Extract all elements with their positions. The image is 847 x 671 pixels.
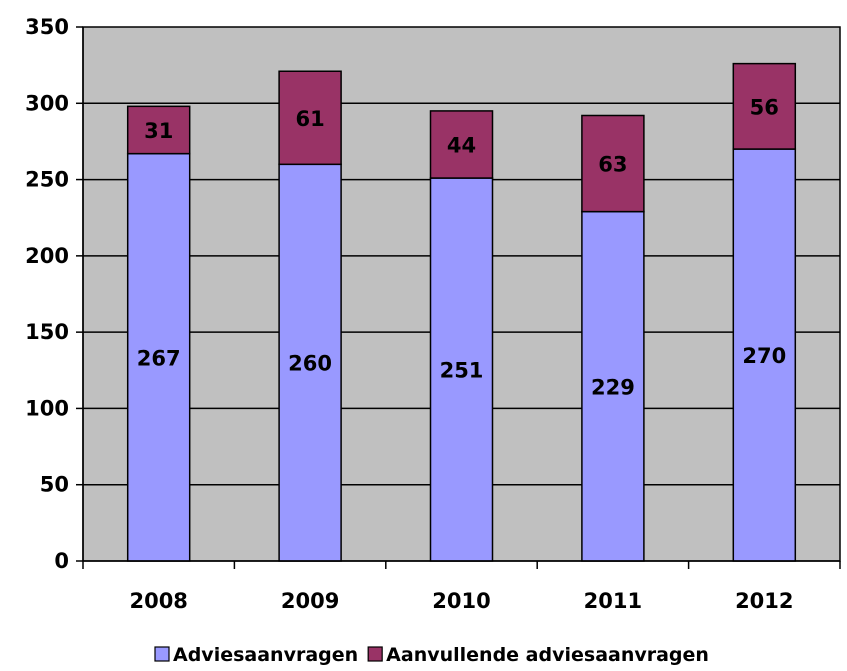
legend: Adviesaanvragen Aanvullende adviesaanvrag… bbox=[154, 644, 709, 666]
x-axis: 2008 2009 2010 2011 2012 bbox=[82, 560, 841, 613]
x-tick-label: 2008 bbox=[129, 589, 187, 613]
legend-swatch bbox=[367, 646, 383, 662]
y-tick-label: 0 bbox=[54, 549, 69, 573]
bars: 267 31 260 61 251 44 229 63 270 56 bbox=[126, 62, 797, 562]
data-label: 44 bbox=[447, 133, 476, 157]
y-tick-label: 250 bbox=[25, 168, 69, 192]
x-tick-label: 2009 bbox=[281, 589, 339, 613]
data-label: 229 bbox=[591, 375, 635, 399]
legend-label: Aanvullende adviesaanvragen bbox=[386, 644, 709, 666]
legend-swatch bbox=[154, 646, 170, 662]
data-label: 270 bbox=[742, 344, 786, 368]
bar-aanvullende bbox=[278, 70, 342, 166]
y-tick-label: 350 bbox=[25, 15, 69, 39]
data-label: 61 bbox=[295, 107, 324, 131]
data-label: 56 bbox=[750, 95, 779, 119]
data-label: 260 bbox=[288, 352, 332, 376]
data-label: 31 bbox=[144, 119, 173, 143]
y-tick-label: 50 bbox=[40, 473, 69, 497]
bar-adviesaanvragen bbox=[732, 148, 797, 562]
y-tick-label: 200 bbox=[25, 244, 69, 268]
bar-adviesaanvragen bbox=[581, 210, 645, 562]
data-label: 251 bbox=[440, 359, 484, 383]
bar-aanvullende bbox=[429, 110, 494, 179]
x-tick-label: 2011 bbox=[584, 589, 642, 613]
x-tick-label: 2010 bbox=[432, 589, 490, 613]
data-label: 63 bbox=[598, 153, 627, 177]
x-tick-label: 2012 bbox=[735, 589, 793, 613]
y-tick-label: 300 bbox=[25, 91, 69, 115]
bar-aanvullende bbox=[126, 105, 191, 155]
y-axis: 0 50 100 150 200 250 300 350 bbox=[25, 15, 84, 573]
legend-label: Adviesaanvragen bbox=[173, 644, 358, 666]
bar-aanvullende bbox=[581, 114, 645, 213]
bar-aanvullende bbox=[732, 62, 797, 150]
y-tick-label: 100 bbox=[25, 396, 69, 420]
bar-adviesaanvragen bbox=[429, 177, 494, 562]
data-label: 267 bbox=[137, 346, 181, 370]
y-tick-label: 150 bbox=[25, 320, 69, 344]
bar-adviesaanvragen bbox=[126, 152, 191, 562]
